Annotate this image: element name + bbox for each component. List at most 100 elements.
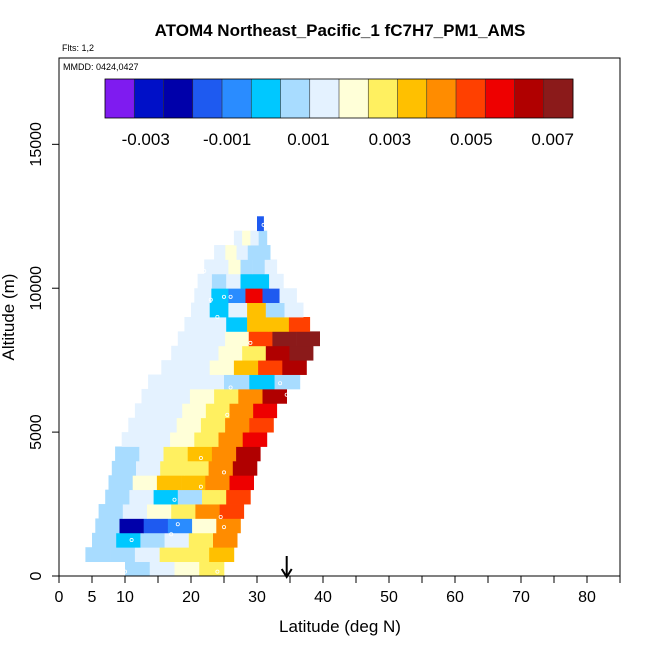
heatmap-cell-12-5 — [262, 388, 287, 404]
heatmap-cell-21-0 — [204, 259, 217, 275]
heatmap-cell-0-3 — [199, 561, 225, 577]
y-tick-label-1: 5000 — [28, 414, 45, 450]
y-tick-label-2: 10000 — [28, 266, 45, 311]
heatmap-cell-22-1 — [225, 245, 237, 260]
heatmap-cell-18-5 — [284, 302, 304, 318]
heatmap-cell-20-2 — [226, 273, 241, 289]
heatmap-cell-8-1 — [139, 446, 164, 462]
heatmap-cell-7-3 — [184, 460, 209, 476]
heatmap-cell-1-5 — [209, 547, 235, 563]
heatmap-cell-4-4 — [195, 504, 220, 519]
heatmap-cell-3-1 — [119, 518, 144, 534]
heatmap-cell-17-0 — [184, 317, 206, 332]
heatmap-cell-11-2 — [182, 403, 207, 419]
sample-point-0 — [123, 569, 128, 574]
sample-point-16 — [215, 314, 220, 319]
heatmap-cell-6-4 — [205, 475, 230, 491]
sample-point-4 — [221, 525, 226, 530]
heatmap-cell-14-0 — [161, 360, 186, 375]
colorbar — [104, 78, 574, 119]
heatmap-cell-3-3 — [167, 518, 193, 534]
heatmap-cell-9-5 — [242, 432, 268, 447]
heatmap-cell-20-0 — [197, 273, 213, 289]
colorbar-tick-label-0: -0.003 — [122, 130, 170, 149]
heatmap-cell-23-0 — [233, 230, 243, 246]
heatmap-cell-17-4 — [268, 317, 290, 332]
sample-point-17 — [208, 297, 213, 302]
colorbar-segment-14 — [514, 79, 545, 118]
heatmap-cell-9-1 — [145, 432, 171, 447]
heatmap-cell-1-2 — [134, 547, 160, 563]
sample-point-19 — [228, 294, 233, 299]
colorbar-tick-label-3: 0.003 — [369, 130, 412, 149]
y-axis: 0 5000 10000 15000 — [28, 122, 59, 580]
heatmap-cell-16-5 — [296, 331, 320, 347]
heatmap-cell-6-2 — [156, 475, 182, 491]
heatmap-cell-15-3 — [242, 345, 267, 361]
heatmap-cell-21-4 — [252, 259, 265, 275]
heatmap-cell-12-0 — [141, 388, 166, 404]
colorbar-segment-15 — [543, 79, 574, 118]
x-tick-label-8: 70 — [512, 589, 530, 606]
heatmap-cell-10-1 — [152, 417, 177, 433]
x-tick-label-2: 10 — [116, 589, 134, 606]
heatmap-cell-18-1 — [209, 302, 229, 318]
colorbar-ticks: -0.003 -0.001 0.001 0.003 0.005 0.007 — [122, 130, 574, 149]
heatmap-cell-6-1 — [132, 475, 158, 491]
heatmap-cell-11-3 — [205, 403, 230, 419]
heatmap-cell-2-3 — [164, 532, 190, 548]
heatmap-cell-22-2 — [236, 245, 249, 260]
heatmap-cell-11-5 — [253, 403, 278, 419]
heatmap-cell-15-0 — [171, 345, 196, 361]
heatmap-cell-12-4 — [238, 388, 263, 404]
heatmap-cell-10-5 — [249, 417, 274, 433]
heatmap-cell-23-1 — [242, 230, 251, 246]
colorbar-segment-5 — [251, 79, 281, 118]
x-tick-label-3: 20 — [182, 589, 200, 606]
sample-point-20 — [202, 268, 207, 273]
sample-point-13 — [284, 392, 289, 397]
heatmap-cell-4-1 — [122, 504, 148, 519]
heatmap-cell-16-1 — [201, 331, 226, 347]
heatmap-cell-18-4 — [265, 302, 285, 318]
colorbar-segment-9 — [368, 79, 398, 118]
heatmap-cell-4-3 — [171, 504, 196, 519]
heatmap-cell-7-4 — [208, 460, 234, 476]
colorbar-segment-4 — [222, 79, 252, 118]
heatmap-cell-18-2 — [228, 302, 248, 318]
sample-point-15 — [248, 340, 253, 345]
x-tick-label-9: 80 — [578, 589, 596, 606]
plot-frame — [58, 57, 621, 577]
heatmap-cell-15-4 — [265, 345, 290, 361]
colorbar-segment-3 — [192, 79, 223, 118]
heatmap-cell-0-0 — [125, 561, 151, 577]
heatmap-cell-6-0 — [108, 475, 133, 491]
sample-point-14 — [278, 381, 283, 386]
sample-point-21 — [261, 222, 266, 227]
heatmap-cell-7-2 — [160, 460, 185, 476]
heatmap-cell-4-0 — [98, 504, 124, 519]
x-tick-label-1: 5 — [88, 589, 97, 606]
heatmap-cell-11-0 — [134, 403, 159, 419]
heatmap-cell-19-2 — [228, 288, 246, 304]
sample-point-5 — [175, 522, 180, 527]
heatmap-cell-11-4 — [229, 403, 254, 419]
colorbar-segment-11 — [426, 79, 457, 118]
x-axis-label: Latitude (deg N) — [279, 617, 401, 636]
chart-title: ATOM4 Northeast_Pacific_1 fC7H7_PM1_AMS — [155, 21, 526, 40]
heatmap-cell-2-0 — [92, 532, 117, 548]
heatmap-cell-20-5 — [269, 273, 284, 289]
colorbar-segment-12 — [456, 79, 486, 118]
colorbar-frame — [104, 78, 574, 119]
heatmap-cell-13-1 — [173, 374, 199, 390]
heatmap-cell-0-1 — [149, 561, 175, 577]
heatmap-cell-19-0 — [194, 288, 212, 304]
sample-point-2 — [129, 538, 134, 543]
heatmap-cell-22-0 — [214, 245, 226, 260]
heatmap-cell-12-2 — [189, 388, 215, 404]
heatmap-cell-1-3 — [159, 547, 185, 563]
heatmap-cell-16-4 — [272, 331, 297, 347]
heatmap-cell-21-5 — [264, 259, 278, 275]
heatmap-cell-8-0 — [115, 446, 140, 462]
heatmap-cell-9-2 — [170, 432, 195, 447]
